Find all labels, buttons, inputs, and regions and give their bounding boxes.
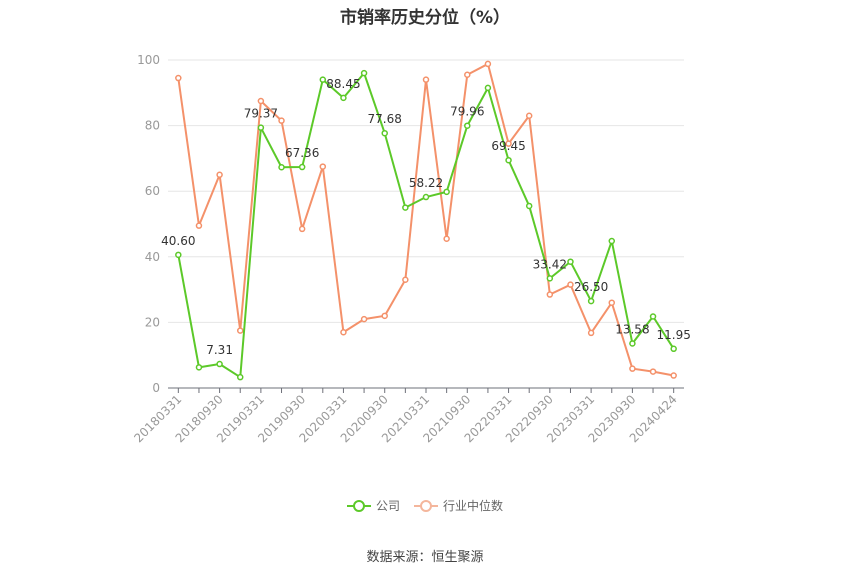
data-point-company[interactable] — [505, 156, 512, 164]
data-point-company[interactable] — [649, 313, 657, 320]
data-point-industry-median[interactable] — [422, 76, 430, 83]
data-point-company[interactable] — [464, 122, 471, 129]
data-point-company[interactable] — [525, 202, 533, 210]
data-point-industry-median[interactable] — [402, 276, 409, 284]
y-tick-label: 40 — [145, 250, 160, 264]
data-point-industry-median[interactable] — [216, 171, 223, 179]
data-point-company[interactable] — [484, 84, 492, 92]
data-label-company: 33.42 — [533, 257, 567, 271]
data-point-company[interactable] — [278, 164, 285, 171]
data-point-industry-median[interactable] — [319, 163, 327, 170]
data-point-industry-median[interactable] — [649, 368, 657, 375]
data-point-industry-median[interactable] — [464, 71, 471, 79]
data-point-industry-median[interactable] — [195, 222, 203, 229]
data-source-note: 数据来源：恒生聚源 — [366, 550, 484, 565]
data-point-company[interactable] — [216, 360, 223, 368]
data-point-industry-median[interactable] — [257, 97, 265, 105]
data-label-company: 88.45 — [326, 77, 360, 91]
data-point-company[interactable] — [195, 364, 203, 371]
data-label-company: 79.37 — [244, 107, 278, 121]
chart-title: 市销率历史分位（%） — [339, 8, 511, 28]
legend-item-company[interactable]: 公司 — [346, 497, 400, 514]
data-point-company[interactable] — [422, 193, 430, 201]
data-point-company[interactable] — [443, 188, 450, 196]
data-label-company: 58.22 — [409, 176, 443, 190]
data-point-company[interactable] — [319, 76, 327, 83]
data-label-company: 77.68 — [368, 112, 402, 126]
data-point-industry-median[interactable] — [278, 117, 285, 124]
data-label-company: 26.50 — [574, 280, 608, 294]
legend-label-industry-median: 行业中位数 — [443, 499, 504, 513]
data-point-company[interactable] — [175, 251, 182, 259]
legend-label-company: 公司 — [375, 499, 400, 513]
data-point-company[interactable] — [587, 297, 595, 305]
legend-swatch-industry-median — [414, 499, 438, 512]
y-tick-label: 80 — [145, 119, 160, 133]
data-label-company: 11.95 — [657, 328, 691, 342]
data-point-company[interactable] — [298, 163, 306, 171]
data-point-company[interactable] — [546, 275, 554, 282]
data-label-company: 69.45 — [491, 139, 525, 153]
data-point-company[interactable] — [381, 129, 388, 137]
data-point-industry-median[interactable] — [525, 112, 533, 120]
data-point-industry-median[interactable] — [443, 235, 450, 243]
data-point-industry-median[interactable] — [608, 299, 616, 306]
data-label-company: 40.60 — [161, 234, 195, 248]
data-point-company[interactable] — [360, 69, 368, 77]
legend-item-industry-median[interactable]: 行业中位数 — [414, 497, 503, 514]
legend-marker-company — [352, 499, 365, 512]
data-label-company: 13.58 — [615, 322, 649, 336]
data-point-industry-median[interactable] — [670, 372, 677, 379]
data-point-company[interactable] — [340, 94, 347, 102]
data-point-company[interactable] — [629, 340, 636, 347]
legend-marker-industry-median — [420, 499, 432, 512]
data-point-company[interactable] — [236, 373, 244, 381]
data-point-industry-median[interactable] — [175, 74, 182, 82]
data-label-company: 7.31 — [206, 343, 233, 357]
data-point-industry-median[interactable] — [298, 225, 306, 233]
data-point-industry-median[interactable] — [340, 328, 347, 336]
y-tick-label: 60 — [145, 184, 160, 198]
legend: 公司 行业中位数 — [0, 497, 850, 514]
data-point-company[interactable] — [257, 124, 265, 131]
data-point-industry-median[interactable] — [505, 140, 512, 147]
y-tick-label: 0 — [152, 381, 160, 395]
y-tick-label: 20 — [145, 315, 160, 329]
data-label-company: 79.96 — [450, 105, 484, 119]
data-point-industry-median[interactable] — [484, 60, 492, 68]
data-point-company[interactable] — [567, 258, 574, 265]
data-point-industry-median[interactable] — [360, 315, 368, 323]
data-point-industry-median[interactable] — [567, 281, 574, 288]
legend-swatch-company — [346, 499, 371, 512]
data-point-company[interactable] — [608, 237, 616, 245]
data-point-company[interactable] — [670, 345, 677, 353]
data-point-industry-median[interactable] — [629, 365, 636, 372]
data-label-company: 67.36 — [285, 146, 319, 160]
data-point-industry-median[interactable] — [236, 327, 244, 334]
data-point-company[interactable] — [402, 204, 409, 211]
y-tick-label: 100 — [137, 53, 160, 67]
data-point-industry-median[interactable] — [587, 329, 595, 337]
data-point-industry-median[interactable] — [381, 312, 388, 320]
data-point-industry-median[interactable] — [546, 291, 554, 298]
